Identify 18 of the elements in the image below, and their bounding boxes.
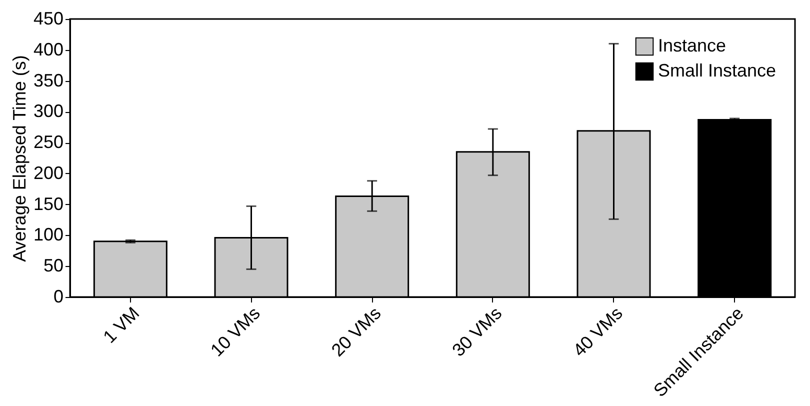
- y-tick-label: 400: [33, 39, 64, 60]
- x-tick-label: 30 VMs: [448, 303, 506, 360]
- y-tick-label: 250: [33, 132, 64, 152]
- legend-label: Instance: [658, 36, 726, 56]
- y-tick-label: 0: [53, 286, 64, 306]
- x-tick-label: 1 VM: [99, 303, 144, 347]
- y-tick-label: 200: [33, 162, 64, 183]
- y-tick-label: 100: [33, 224, 64, 245]
- x-tick-label: 20 VMs: [328, 303, 385, 360]
- legend-label: Small Instance: [658, 60, 776, 80]
- y-tick-label: 50: [43, 256, 64, 276]
- x-tick-label: 10 VMs: [206, 303, 264, 360]
- y-tick-label: 150: [33, 194, 64, 214]
- x-tick-label: 40 VMs: [569, 303, 626, 360]
- y-tick-label: 450: [33, 8, 64, 28]
- y-tick-label: 350: [33, 70, 64, 90]
- y-tick-label: 300: [33, 101, 64, 122]
- y-axis-title: Average Elapsed Time (s): [9, 55, 30, 262]
